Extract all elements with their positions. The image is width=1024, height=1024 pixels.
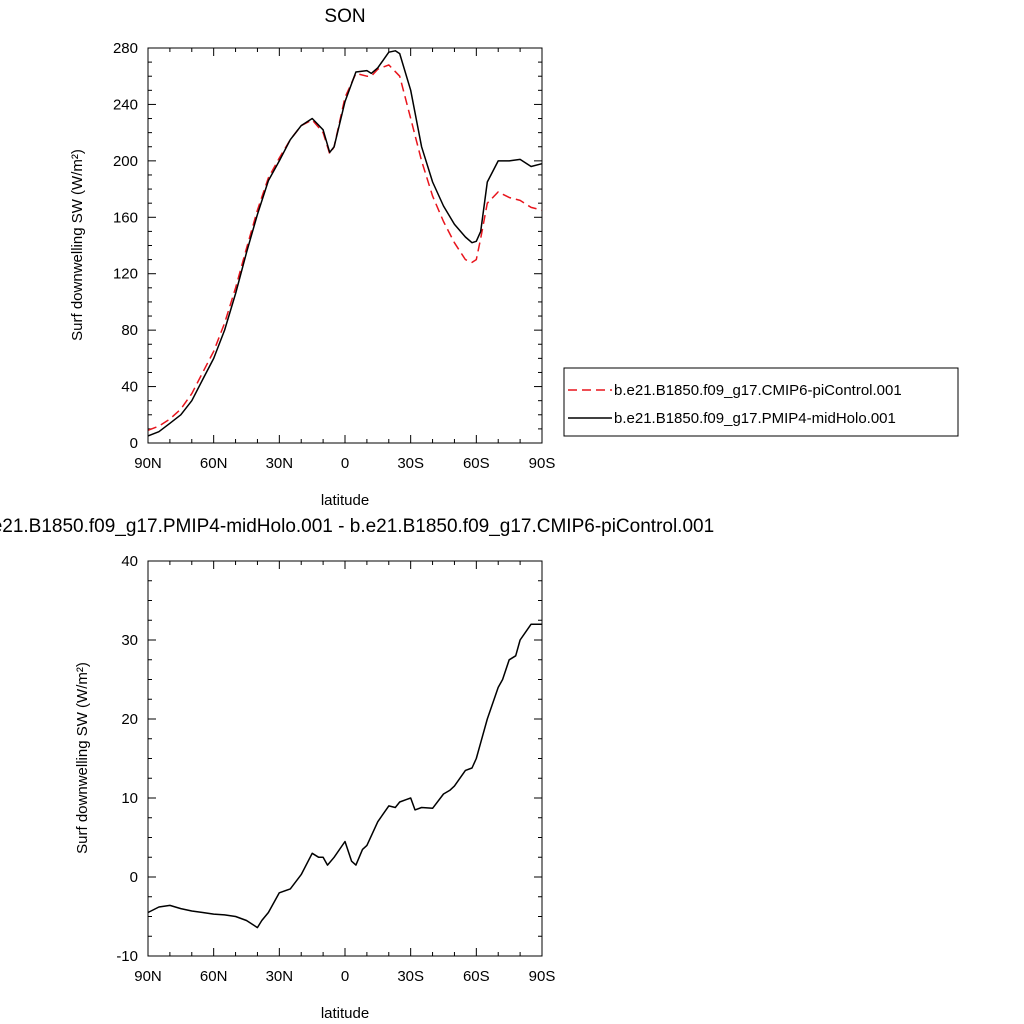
top-chart-ticks: 90N 60N 30N 0 30S 60S 90S 0 40 80 120 160 200 240 280 xyxy=(113,40,555,472)
legend-box xyxy=(563,367,959,437)
bottom-chart-frame xyxy=(147,560,543,957)
top-xtick-label: 90N xyxy=(134,455,162,472)
bottom-chart-ylabel: Surf downwelling SW (W/m²) xyxy=(74,662,91,854)
bottom-xtick-label: 90S xyxy=(529,968,556,985)
top-ytick-label: 0 xyxy=(130,435,138,452)
legend-label-midholo: b.e21.B1850.f09_g17.PMIP4-midHolo.001 xyxy=(614,410,896,427)
legend: b.e21.B1850.f09_g17.CMIP6-piControl.001 … xyxy=(563,367,959,437)
bottom-chart-series xyxy=(147,623,542,929)
top-ytick-label: 200 xyxy=(113,153,138,170)
bottom-series-line-0 xyxy=(147,623,542,929)
bottom-chart: b.e21.B1850.f09_g17.PMIP4-midHolo.001 - … xyxy=(0,516,714,1022)
bottom-xtick-label: 60S xyxy=(463,968,490,985)
bottom-ytick-label: 30 xyxy=(121,632,138,649)
bottom-chart-title: b.e21.B1850.f09_g17.PMIP4-midHolo.001 - … xyxy=(0,516,714,537)
top-ytick-label: 40 xyxy=(121,379,138,396)
bottom-xtick-label: 60N xyxy=(200,968,228,985)
bottom-ytick-label: -10 xyxy=(116,948,138,965)
bottom-xtick-label: 90N xyxy=(134,968,162,985)
top-chart-title: SON xyxy=(324,6,365,27)
top-series-line-1 xyxy=(147,50,543,437)
top-chart-ylabel: Surf downwelling SW (W/m²) xyxy=(69,149,86,341)
top-chart-xlabel: latitude xyxy=(321,492,369,509)
bottom-ytick-label: 0 xyxy=(130,869,138,886)
top-ytick-label: 280 xyxy=(113,40,138,57)
top-chart-frame xyxy=(147,47,543,444)
top-xtick-label: 30S xyxy=(397,455,424,472)
top-ytick-label: 80 xyxy=(121,322,138,339)
bottom-xtick-label: 30S xyxy=(397,968,424,985)
top-chart-series xyxy=(147,50,543,437)
bottom-ytick-label: 10 xyxy=(121,790,138,807)
top-ytick-label: 120 xyxy=(113,266,138,283)
top-xtick-label: 0 xyxy=(341,455,349,472)
top-xtick-label: 90S xyxy=(529,455,556,472)
top-ytick-label: 160 xyxy=(113,209,138,226)
top-chart: SON 90N 60N 30N 0 30S 60S 90S 0 40 80 120 160 200 240… xyxy=(69,6,959,509)
top-xtick-label: 60N xyxy=(200,455,228,472)
top-xtick-label: 30N xyxy=(266,455,294,472)
legend-label-picontrol: b.e21.B1850.f09_g17.CMIP6-piControl.001 xyxy=(614,382,902,399)
bottom-ytick-label: 20 xyxy=(121,711,138,728)
top-ytick-label: 240 xyxy=(113,96,138,113)
bottom-chart-ticks: 90N 60N 30N 0 30S 60S 90S -10 0 10 20 30 40 xyxy=(116,553,555,985)
top-xtick-label: 60S xyxy=(463,455,490,472)
top-series-line-0 xyxy=(147,64,543,431)
bottom-xtick-label: 30N xyxy=(266,968,294,985)
bottom-xtick-label: 0 xyxy=(341,968,349,985)
bottom-chart-xlabel: latitude xyxy=(321,1005,369,1022)
bottom-ytick-label: 40 xyxy=(121,553,138,570)
